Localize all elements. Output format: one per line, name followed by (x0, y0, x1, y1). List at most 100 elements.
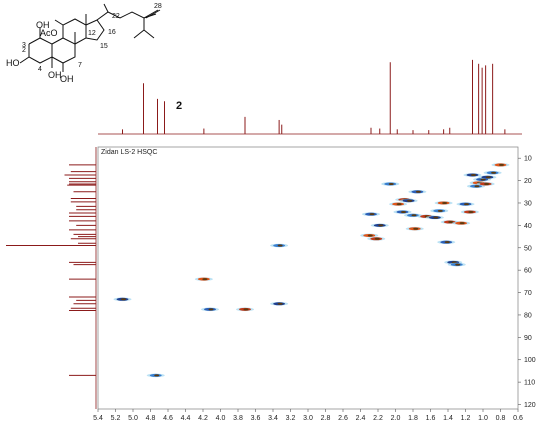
structure-label: OH (60, 74, 74, 84)
cross-peak-core (413, 227, 419, 230)
cross-peak (460, 210, 479, 214)
x-tick-label: 4.4 (181, 415, 191, 422)
x-tick-label: 0.6 (513, 415, 523, 422)
structure-label: 12 (88, 30, 96, 37)
cross-peak (430, 209, 449, 213)
compound-structure (19, 3, 161, 72)
cross-peak (434, 201, 453, 205)
x-tick-label: 3.4 (268, 415, 278, 422)
plot-area-frame (97, 146, 519, 410)
structure-label: 22 (112, 13, 120, 20)
x-tick-label: 4.0 (216, 415, 226, 422)
cross-peak-core (415, 190, 421, 193)
cross-peak (270, 243, 289, 248)
cross-peak-core (374, 237, 380, 240)
cross-peak (194, 277, 213, 281)
cross-peak (113, 297, 132, 302)
cross-peak (236, 307, 254, 312)
cross-peak-core (401, 210, 406, 213)
cross-peak-core (277, 302, 283, 305)
cross-peak-core (468, 210, 474, 213)
cross-peak-core (411, 214, 417, 217)
cross-peak (452, 221, 471, 225)
x-tick-label: 5.0 (128, 415, 138, 422)
cross-peak (478, 175, 497, 180)
structure-label: HO (6, 58, 20, 68)
cross-peak (405, 226, 424, 231)
x-tick-label: 3.6 (251, 415, 261, 422)
x-tick-label: 4.8 (146, 415, 156, 422)
structure-label: AcO (40, 28, 58, 38)
cross-peak-core (367, 234, 373, 237)
structure-label: 2 (22, 47, 26, 54)
cross-peak (476, 182, 495, 186)
cross-peak-core (378, 224, 384, 227)
cross-peak (270, 301, 289, 306)
structure-label: 4 (38, 66, 42, 73)
cross-peak-core (369, 213, 375, 216)
cross-peak (491, 163, 510, 167)
cross-peak-core (388, 182, 394, 185)
x-tick-label: 4.6 (163, 415, 173, 422)
x-tick-label: 2.6 (338, 415, 348, 422)
chart-title: Zidan LS-2 HSQC (101, 149, 157, 156)
cross-peak (408, 189, 427, 194)
cross-peak (146, 373, 165, 378)
cross-peak-core (480, 178, 486, 181)
cross-peak-core (484, 182, 490, 185)
cross-peak (389, 202, 408, 206)
cross-peak (456, 202, 475, 206)
cross-peak (360, 233, 379, 238)
x-axis: 5.4 5.2 5.0 4.8 4.6 4.4 4.2 4.0 3.8 3.6 3.4 3.2 3.0 2… (93, 409, 523, 422)
cross-peak-core (202, 278, 208, 281)
x-tick-label: 5.2 (111, 415, 121, 422)
cross-peak-core (485, 176, 491, 179)
x-tick-label: 2.8 (321, 415, 331, 422)
cross-peak-core (208, 308, 214, 311)
x-tick-label: 0.8 (496, 415, 506, 422)
x-tick-label: 4.2 (198, 415, 208, 422)
x-tick-label: 1.0 (478, 415, 488, 422)
cross-peak-core (277, 244, 283, 247)
x-tick-label: 3.8 (233, 415, 243, 422)
cross-peak-core (471, 173, 476, 176)
y-axis: 10 20 30 40 50 60 70 80 90 100 110 120 (518, 156, 536, 409)
y-tick-label: 40 (524, 223, 532, 230)
x-tick-label: 5.4 (93, 415, 103, 422)
cross-peak-core (243, 308, 249, 311)
cross-peak (447, 262, 466, 267)
cross-peak (201, 307, 219, 312)
y-tick-label: 80 (524, 312, 532, 319)
cross-peak-core (154, 374, 160, 377)
cross-peak-core (491, 171, 497, 174)
cross-peak (483, 170, 502, 175)
y-tick-label: 70 (524, 290, 532, 297)
cross-peak-core (455, 263, 461, 266)
cross-peak-core (396, 203, 402, 206)
y-tick-label: 100 (524, 357, 536, 364)
structure-label: OH (36, 20, 50, 30)
structure-label: 16 (108, 29, 116, 36)
carbon-1d-spectrum (6, 147, 97, 409)
structure-label: OH (48, 70, 62, 80)
cross-peak-core (444, 241, 450, 244)
y-tick-label: 120 (524, 402, 536, 409)
y-tick-label: 20 (524, 178, 532, 185)
cross-peak (362, 212, 380, 216)
x-tick-label: 1.6 (426, 415, 436, 422)
compound-number-label: 2 (176, 100, 182, 112)
cross-peak (463, 173, 482, 177)
cross-peak-core (459, 222, 465, 225)
structure-label: 15 (100, 43, 108, 50)
cross-peak (437, 240, 456, 244)
cross-peak-core (464, 203, 469, 206)
structure-label: 3 (22, 42, 26, 49)
cross-peak (399, 198, 418, 203)
x-tick-label: 1.4 (443, 415, 453, 422)
cross-peak-core (121, 298, 126, 301)
structure-label: 7 (78, 62, 82, 69)
cross-peak-core (437, 209, 443, 212)
cross-peak (393, 210, 412, 214)
